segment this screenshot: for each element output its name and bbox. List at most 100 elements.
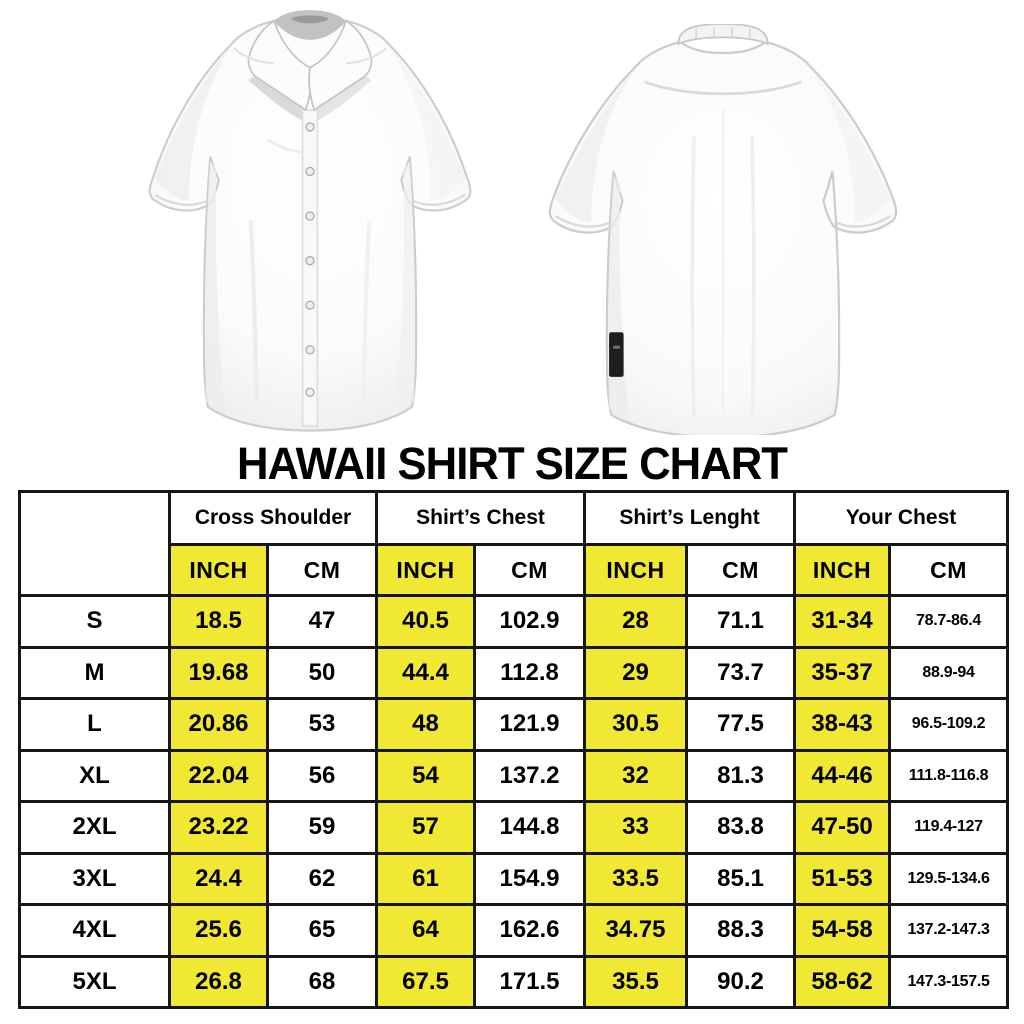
unit-header-row: INCH CM INCH CM INCH CM INCH CM [20,543,1010,597]
shoulder-seam-left [232,47,274,65]
table-row: L 20.86 53 48 121.9 30.5 77.5 38-43 96.5-109.2 [18,697,1010,752]
value-cell: 44.4 [375,645,476,700]
page-title: HAWAII SHIRT SIZE CHART [236,438,788,489]
shirt-front-image [148,10,472,432]
shirt-button [305,211,315,221]
value-cell: 20.86 [168,697,269,752]
shirt-buttons [305,122,315,397]
value-cell: 40.5 [375,594,476,649]
yoke-seam [644,80,802,96]
table-row: XL 22.04 56 54 137.2 32 81.3 44-46 111.8-116.8 [18,748,1010,803]
table-row: 5XL 26.8 68 67.5 171.5 35.5 90.2 58-62 147.3-157… [18,954,1010,1009]
sleeve-shadow-left [155,46,232,202]
value-cell: 24.4 [168,851,269,906]
unit-header-cm: CM [266,543,378,597]
unit-header-inch: INCH [583,543,688,597]
value-cell: 31-34 [793,594,892,649]
size-cell: 3XL [18,851,171,906]
value-cell: 18.5 [168,594,269,649]
value-cell: 137.2-147.3 [888,903,1010,958]
value-cell: 137.2 [473,748,586,803]
value-cell: 33 [583,800,688,855]
neck-opening [273,10,347,40]
value-cell: 171.5 [473,954,586,1009]
unit-header-cm: CM [684,543,797,597]
value-cell: 47 [266,594,378,649]
cuff-seam-left [154,193,207,206]
value-cell: 50 [266,645,378,700]
table-row: S 18.5 47 40.5 102.9 28 71.1 31-34 78.7-86.4 [18,594,1010,649]
value-cell: 34.75 [583,903,688,958]
shirt-collar-right [308,19,373,112]
collar-shadow-right [310,75,372,125]
value-cell: 65 [266,903,378,958]
group-header: Cross Shoulder [168,490,378,546]
body-shadow-right [394,160,415,414]
hem-tag [609,332,624,377]
size-table: Cross Shoulder Shirt’s Chest Shirt’s Lengh… [18,490,1010,1009]
value-cell: 19.68 [168,645,269,700]
size-table-head: Cross Shoulder Shirt’s Chest Shirt’s Lengh… [18,490,1010,597]
shirt-button [305,387,315,397]
value-cell: 147.3-157.5 [888,954,1010,1009]
value-cell: 102.9 [473,594,586,649]
value-cell: 111.8-116.8 [888,748,1010,803]
shirt-button [305,345,315,355]
cuff-seam-left [554,215,610,228]
value-cell: 28 [583,594,688,649]
value-cell: 67.5 [375,954,476,1009]
value-cell: 54 [375,748,476,803]
table-row: 4XL 25.6 65 64 162.6 34.75 88.3 54-58 137.2-147.… [18,903,1010,958]
shirt-button [305,255,315,266]
value-cell: 23.22 [168,800,269,855]
value-cell: 96.5-109.2 [888,697,1010,752]
value-cell: 62 [266,851,378,906]
value-cell: 121.9 [473,697,586,752]
value-cell: 44-46 [793,748,892,803]
group-header: Shirt’s Chest [375,490,586,546]
shirt-button [305,166,315,177]
corner-cell [18,490,171,597]
group-header-row: Cross Shoulder Shirt’s Chest Shirt’s Lengh… [18,490,1010,597]
collar-stitches [695,27,751,39]
value-cell: 29 [583,645,688,700]
value-cell: 144.8 [473,800,586,855]
value-cell: 51-53 [793,851,892,906]
value-cell: 58-62 [793,954,892,1009]
size-cell: 4XL [18,903,171,958]
size-table-body: S 18.5 47 40.5 102.9 28 71.1 31-34 78.7-86.4 M 19.… [18,594,1010,1009]
value-cell: 64 [375,903,476,958]
value-cell: 81.3 [684,748,797,803]
value-cell: 68 [266,954,378,1009]
back-collar-band [677,24,769,46]
table-row: M 19.68 50 44.4 112.8 29 73.7 35-37 88.9-94 [18,645,1010,700]
value-cell: 56 [266,748,378,803]
value-cell: 22.04 [168,748,269,803]
wrinkle [360,220,372,401]
shirt-button [305,122,315,132]
shirt-collar-left [247,19,312,112]
value-cell: 26.8 [168,954,269,1009]
value-cell: 88.9-94 [888,645,1010,700]
value-cell: 59 [266,800,378,855]
table-row: 3XL 24.4 62 61 154.9 33.5 85.1 51-53 129.5-134.6 [18,851,1010,906]
group-header: Your Chest [793,490,1010,546]
size-cell: M [18,645,171,700]
value-cell: 78.7-86.4 [888,594,1010,649]
body-shadow-left [205,160,226,414]
value-cell: 88.3 [684,903,797,958]
value-cell: 154.9 [473,851,586,906]
shirt-button [305,300,315,310]
value-cell: 61 [375,851,476,906]
value-cell: 47-50 [793,800,892,855]
value-cell: 53 [266,697,378,752]
value-cell: 33.5 [583,851,688,906]
cuff-seam-right [836,215,892,228]
hem-tag-label [613,345,620,349]
value-cell: 77.5 [684,697,797,752]
sleeve-shadow-left [555,68,636,223]
neck-shadow [290,15,330,24]
value-cell: 162.6 [473,903,586,958]
value-cell: 85.1 [684,851,797,906]
